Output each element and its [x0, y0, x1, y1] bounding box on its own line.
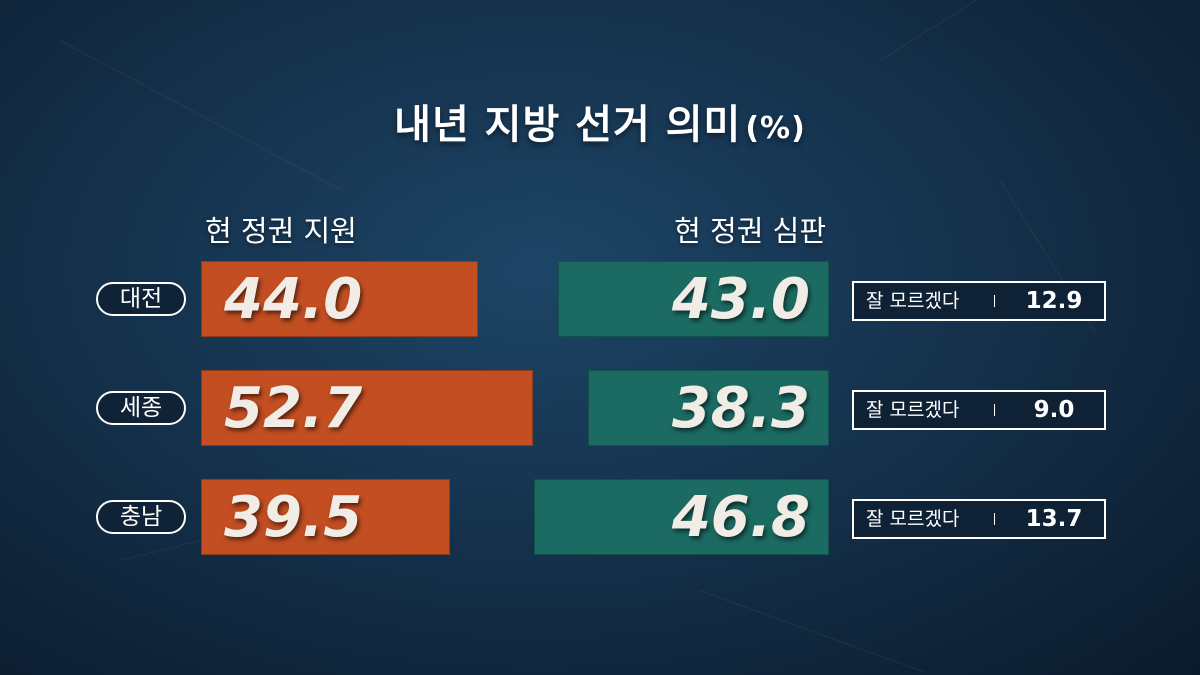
separator-line [994, 404, 995, 416]
support-value-label: 44.0 [224, 267, 363, 332]
judgement-bar: 43.0 [558, 261, 829, 337]
judgement-bar: 46.8 [534, 479, 829, 555]
support-value-label: 39.5 [224, 485, 363, 550]
dont-know-box: 잘 모르겠다 13.7 [852, 499, 1106, 539]
support-bar: 44.0 [201, 261, 478, 337]
dont-know-value: 9.0 [1033, 397, 1075, 423]
support-bar: 39.5 [201, 479, 450, 555]
separator-line [994, 295, 995, 307]
series-header-support: 현 정권 지원 [205, 214, 357, 248]
dont-know-label: 잘 모르겠다 [866, 399, 960, 421]
judgement-value-label: 43.0 [671, 267, 810, 332]
chart-title-text: 내년 지방 선거 의미 [394, 102, 742, 148]
region-label: 세종 [96, 391, 186, 425]
dont-know-value: 12.9 [1025, 288, 1083, 314]
dont-know-value: 13.7 [1025, 506, 1083, 532]
judgement-bar: 38.3 [588, 370, 829, 446]
dont-know-box: 잘 모르겠다 12.9 [852, 281, 1106, 321]
support-bar: 52.7 [201, 370, 533, 446]
region-label: 충남 [96, 500, 186, 534]
series-header-judgement: 현 정권 심판 [674, 214, 826, 248]
dont-know-label: 잘 모르겠다 [866, 508, 960, 530]
separator-line [994, 513, 995, 525]
dont-know-box: 잘 모르겠다 9.0 [852, 390, 1106, 430]
judgement-value-label: 38.3 [671, 376, 810, 441]
chart-title-unit: (%) [745, 111, 806, 146]
chart-title: 내년 지방 선거 의미 (%) [0, 92, 1200, 150]
support-value-label: 52.7 [224, 376, 363, 441]
dont-know-label: 잘 모르겠다 [866, 290, 960, 312]
judgement-value-label: 46.8 [671, 485, 810, 550]
region-label: 대전 [96, 282, 186, 316]
